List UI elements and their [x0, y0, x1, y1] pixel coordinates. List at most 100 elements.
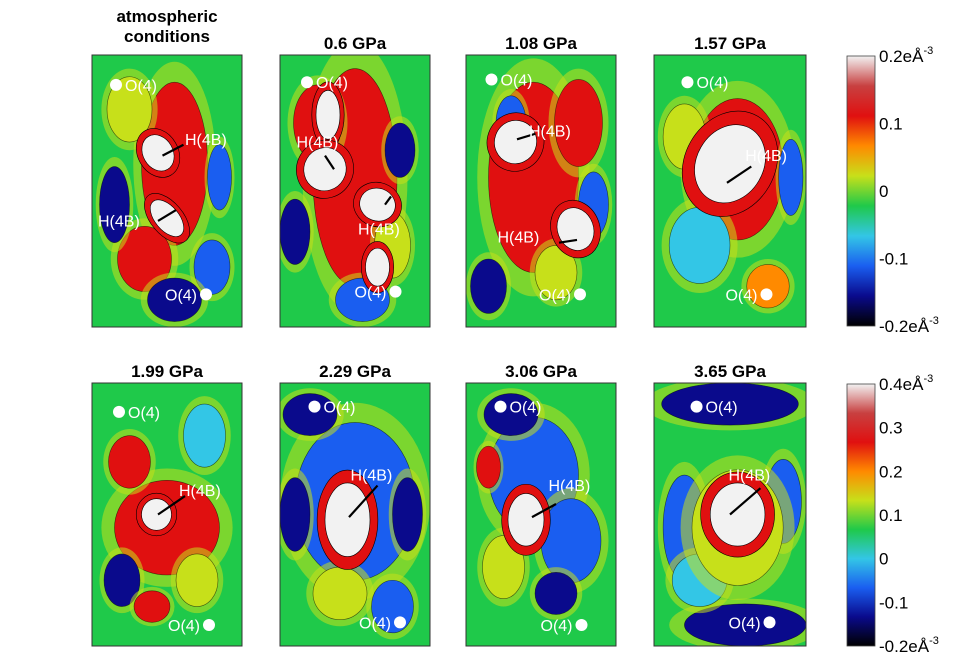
h-density-peak: [694, 124, 766, 204]
o4-bottom-label: O(4): [729, 615, 761, 632]
o4-top-marker: [494, 400, 507, 413]
density-contour: [470, 258, 507, 314]
h-bond-line: [348, 484, 379, 518]
density-contour: [282, 393, 338, 436]
o4-top-marker: [485, 73, 498, 86]
density-contour: [554, 79, 603, 167]
colorbar-unit-exponent: -3: [929, 315, 939, 327]
h4b-label: H(4B): [98, 213, 140, 230]
o4-top-marker: [308, 400, 321, 413]
density-contour: [384, 122, 416, 178]
h-bond-line: [516, 132, 536, 141]
panel-3: 1.08 GPa O(4) O(4) H(4B) H(4B): [465, 34, 617, 328]
o4-top-marker: [110, 78, 122, 91]
colorbar-2: 0.4eÅ-3 0.3 0.2 0.1 0 -0.1 -0.2eÅ-3: [846, 373, 939, 656]
h-density-peak: [141, 134, 175, 172]
density-contour: [280, 198, 311, 265]
o4-top-label: O(4): [706, 400, 738, 417]
density-contour: [103, 553, 141, 607]
h-bond-line: [324, 155, 335, 170]
o4-bottom-label: O(4): [355, 285, 387, 302]
o4-top-marker: [690, 400, 703, 413]
colorbar-tick-label: -0.2eÅ-3: [879, 315, 939, 336]
h-density-peak: [556, 207, 595, 251]
h-bond-line: [729, 487, 762, 516]
panel-title: 3.06 GPa: [505, 362, 577, 381]
panel-title: atmospheric: [116, 7, 217, 26]
density-contour: [312, 566, 368, 621]
panel-frame: [91, 382, 243, 647]
colorbars: 0.2eÅ-30.10-0.1-0.2eÅ-30.4eÅ-30.30.20.10…: [846, 45, 939, 656]
h4b-label: H(4B): [728, 467, 770, 484]
colorbar-unit-exponent: -3: [929, 635, 939, 647]
density-contour: [108, 435, 151, 489]
o4-bottom-label: O(4): [725, 287, 757, 304]
density-contour: [207, 144, 232, 211]
panel-frame: [465, 54, 617, 328]
panel-frame: [279, 382, 431, 647]
o4-top-label: O(4): [125, 78, 157, 95]
h-density-peak: [359, 187, 396, 222]
h4b-label: H(4B): [745, 148, 787, 165]
colorbar-unit: eÅ: [908, 637, 929, 656]
h4b-label: H(4B): [179, 483, 221, 500]
density-contour: [668, 207, 731, 284]
colorbar-tick-label: 0.2eÅ-3: [879, 45, 933, 66]
panel-title: conditions: [124, 27, 210, 46]
panel-frame: [653, 382, 807, 647]
h-bond-line: [157, 495, 186, 516]
o4-bottom-marker: [763, 616, 776, 629]
density-contour: [482, 535, 525, 599]
density-contour: [534, 572, 578, 615]
density-contour: [280, 477, 311, 552]
h-density-peak: [141, 498, 172, 531]
h-density-peak: [303, 147, 347, 192]
h-bond-line: [531, 503, 557, 519]
density-contour: [175, 553, 219, 607]
panel-title: 0.6 GPa: [324, 34, 387, 53]
o4-bottom-marker: [574, 288, 586, 301]
h-density-peak: [507, 493, 545, 547]
colorbar-tick-label: -0.1: [879, 593, 908, 612]
colorbar-1: 0.2eÅ-3 0.1 0 -0.1 -0.2eÅ-3: [846, 45, 939, 336]
colorbar-tick-label: 0.4eÅ-3: [879, 373, 933, 394]
h-bond-line: [726, 165, 752, 184]
panel-title: 1.99 GPa: [131, 362, 203, 381]
o4-bottom-label: O(4): [165, 287, 197, 304]
colorbar-tick-label: 0.3: [879, 419, 903, 438]
o4-top-label: O(4): [128, 405, 160, 422]
colorbar-tick-label: 0.2: [879, 462, 903, 481]
o4-top-label: O(4): [324, 400, 356, 417]
colorbar-tick-label: 0: [879, 550, 888, 569]
o4-bottom-marker: [760, 288, 773, 301]
density-contour: [99, 166, 130, 243]
o4-top-label: O(4): [501, 72, 533, 89]
o4-bottom-marker: [575, 618, 588, 631]
o4-top-marker: [681, 76, 694, 89]
colorbar-unit-exponent: -3: [923, 45, 933, 57]
o4-bottom-label: O(4): [359, 615, 391, 632]
density-contour: [778, 139, 804, 216]
o4-bottom-label: O(4): [168, 618, 200, 635]
colorbar-tick-label: 0.1: [879, 115, 903, 134]
colorbar-tick-label: 0: [879, 182, 888, 201]
o4-top-label: O(4): [510, 400, 542, 417]
o4-bottom-marker: [203, 618, 215, 631]
panel-title: 2.29 GPa: [319, 362, 391, 381]
panel-2: 0.6 GPa O(4) O(4) H(4B) H(4B): [279, 34, 431, 328]
o4-top-marker: [113, 405, 125, 418]
colorbar-unit: eÅ: [903, 375, 924, 394]
o4-bottom-label: O(4): [541, 618, 573, 635]
h-density-peak: [365, 247, 390, 287]
o4-top-label: O(4): [696, 75, 728, 92]
colorbar-unit: eÅ: [903, 47, 924, 66]
h-density-peak: [324, 482, 371, 557]
h4b-label: H(4B): [549, 478, 591, 495]
density-contour: [476, 445, 501, 489]
density-contour: [147, 277, 202, 322]
h4b-label: H(4B): [358, 222, 400, 239]
h4b-label: H(4B): [529, 124, 571, 141]
h-density-peak: [494, 120, 537, 165]
